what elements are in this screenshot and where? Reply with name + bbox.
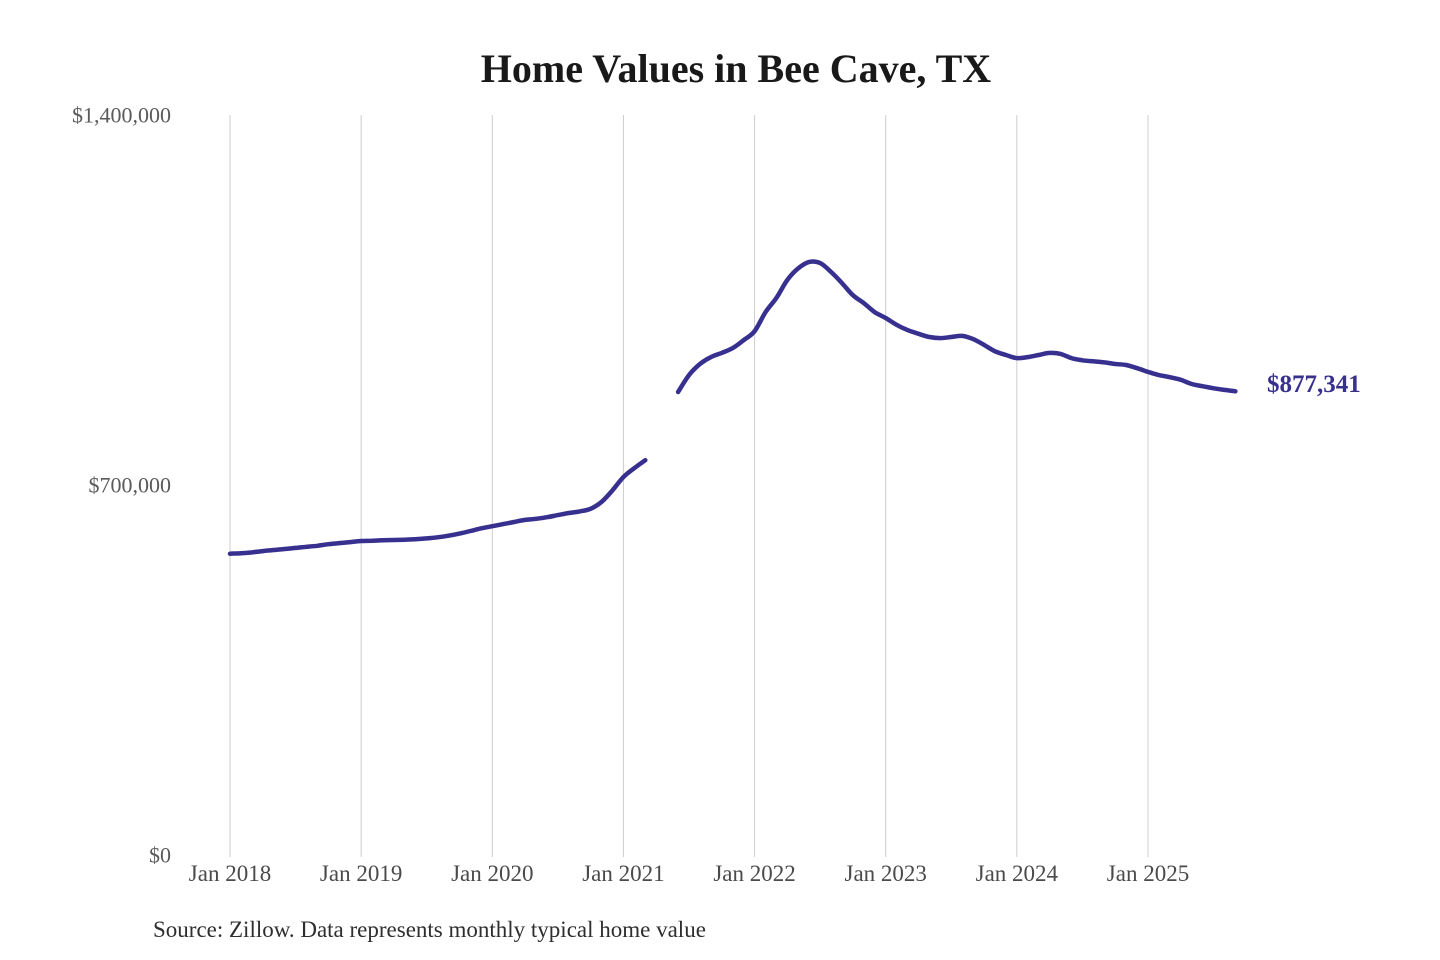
- x-tick-jan-2020: Jan 2020: [451, 861, 533, 886]
- x-tick-jan-2021: Jan 2021: [582, 861, 664, 886]
- chart-title: Home Values in Bee Cave, TX: [481, 46, 992, 91]
- x-tick-jan-2018: Jan 2018: [189, 861, 271, 886]
- y-tick-1400000: $1,400,000: [72, 103, 171, 128]
- x-tick-jan-2023: Jan 2023: [845, 861, 927, 886]
- x-tick-jan-2025: Jan 2025: [1107, 861, 1189, 886]
- x-tick-jan-2024: Jan 2024: [976, 861, 1059, 886]
- x-axis-tick-labels: Jan 2018 Jan 2019 Jan 2020 Jan 2021 Jan 2022…: [189, 861, 1189, 886]
- y-axis-tick-labels: $0 $700,000 $1,400,000: [72, 103, 171, 868]
- source-note: Source: Zillow. Data represents monthly …: [153, 917, 706, 942]
- vertical-gridlines: [229, 115, 1149, 857]
- home-value-line-series: [227, 259, 1238, 556]
- x-tick-jan-2019: Jan 2019: [320, 861, 402, 886]
- latest-value-label: $877,341: [1267, 371, 1361, 398]
- y-tick-700000: $700,000: [89, 473, 172, 498]
- y-tick-0: $0: [149, 843, 171, 868]
- x-tick-jan-2022: Jan 2022: [713, 861, 795, 886]
